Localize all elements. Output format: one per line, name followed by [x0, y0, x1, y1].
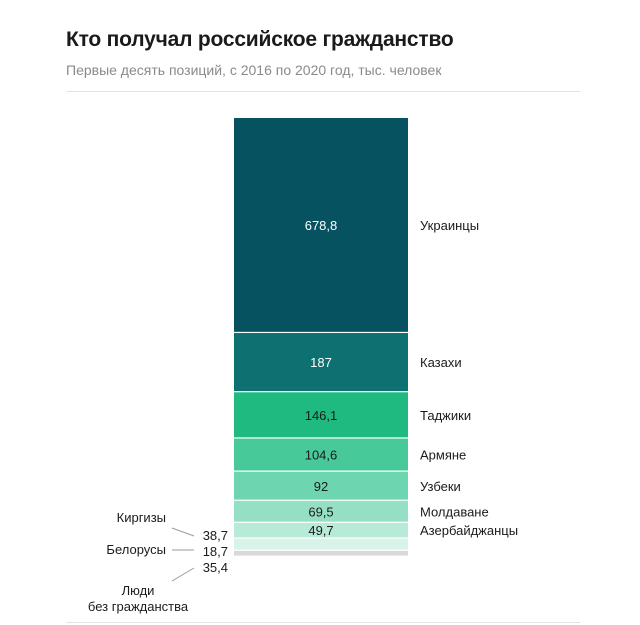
value-label: 104,6 — [305, 448, 338, 463]
category-label: Белорусы — [106, 542, 166, 557]
value-label: 69,5 — [308, 504, 333, 519]
category-label: без гражданства — [88, 599, 189, 614]
bar-segment-7 — [234, 522, 408, 538]
category-label: Молдаване — [420, 504, 489, 519]
value-label: 187 — [310, 355, 332, 370]
category-label: Украинцы — [420, 218, 479, 233]
category-label: Киргизы — [117, 510, 166, 525]
leader-line — [171, 527, 195, 537]
category-label: Армяне — [420, 448, 466, 463]
bottom-divider — [66, 622, 580, 623]
value-label: 92 — [314, 479, 328, 494]
value-label: 678,8 — [305, 218, 338, 233]
bar-segment-8 — [234, 538, 408, 550]
value-label: 146,1 — [305, 408, 338, 423]
top-divider — [66, 91, 580, 92]
bar-segment-10 — [234, 556, 408, 567]
bar-segment-2 — [234, 333, 408, 392]
category-label: Казахи — [420, 355, 462, 370]
bar-segment-3 — [234, 392, 408, 438]
category-label: Люди — [122, 583, 155, 598]
leader-line — [171, 567, 195, 582]
value-label: 18,7 — [203, 544, 228, 559]
bar-segment-6 — [234, 500, 408, 522]
chart-title: Кто получал российское гражданство — [66, 28, 454, 51]
bar-segment-5 — [234, 471, 408, 500]
bar-segment-9 — [234, 550, 408, 556]
category-label: Таджики — [420, 408, 471, 423]
value-label: 35,4 — [203, 560, 228, 575]
value-label: 49,7 — [308, 523, 333, 538]
value-label: 38,7 — [203, 528, 228, 543]
category-label: Азербайджанцы — [420, 523, 518, 538]
bar-segment-1 — [234, 118, 408, 332]
chart-subtitle: Первые десять позиций, с 2016 по 2020 го… — [66, 62, 442, 78]
category-label: Узбеки — [420, 479, 461, 494]
bar-segment-4 — [234, 438, 408, 471]
